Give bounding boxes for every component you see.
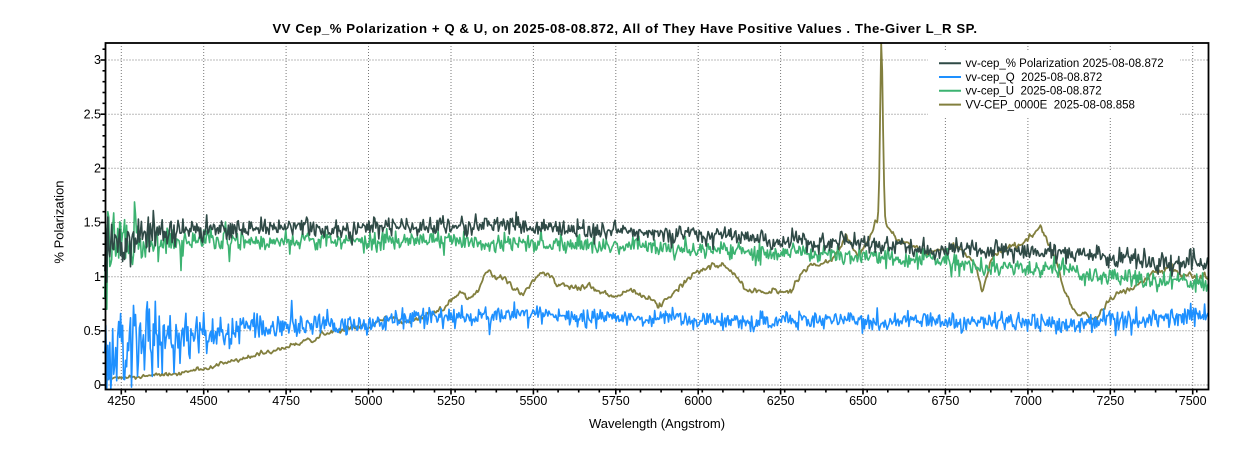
svg-text:2: 2 <box>94 162 101 176</box>
svg-text:Wavelength (Angstrom): Wavelength (Angstrom) <box>589 416 725 431</box>
svg-text:VV Cep_% Polarization + Q & U,: VV Cep_% Polarization + Q & U, on 2025-0… <box>272 21 977 36</box>
svg-text:0: 0 <box>94 378 101 392</box>
svg-text:% Polarization: % Polarization <box>52 180 67 263</box>
svg-text:1: 1 <box>94 270 101 284</box>
svg-text:5500: 5500 <box>519 394 547 408</box>
svg-text:VV-CEP_0000E 2025-08-08.858: VV-CEP_0000E 2025-08-08.858 <box>966 99 1135 111</box>
svg-text:7500: 7500 <box>1179 394 1207 408</box>
svg-text:vv-cep_% Polarization 2025-08-: vv-cep_% Polarization 2025-08-08.872 <box>966 58 1164 70</box>
svg-text:5000: 5000 <box>355 394 383 408</box>
svg-text:4750: 4750 <box>272 394 300 408</box>
svg-text:6500: 6500 <box>849 394 877 408</box>
svg-text:3: 3 <box>94 53 101 67</box>
svg-text:2.5: 2.5 <box>84 107 101 121</box>
svg-text:7000: 7000 <box>1014 394 1042 408</box>
svg-text:7250: 7250 <box>1096 394 1124 408</box>
svg-text:6000: 6000 <box>684 394 712 408</box>
svg-text:vv-cep_U 2025-08-08.872: vv-cep_U 2025-08-08.872 <box>966 86 1102 98</box>
svg-text:0.5: 0.5 <box>84 324 101 338</box>
svg-text:6750: 6750 <box>931 394 959 408</box>
svg-text:4500: 4500 <box>190 394 218 408</box>
svg-text:vv-cep_Q 2025-08-08.872: vv-cep_Q 2025-08-08.872 <box>966 72 1103 84</box>
svg-text:4250: 4250 <box>107 394 135 408</box>
svg-text:1.5: 1.5 <box>84 216 101 230</box>
svg-text:6250: 6250 <box>767 394 795 408</box>
svg-text:5750: 5750 <box>602 394 630 408</box>
svg-text:5250: 5250 <box>437 394 465 408</box>
